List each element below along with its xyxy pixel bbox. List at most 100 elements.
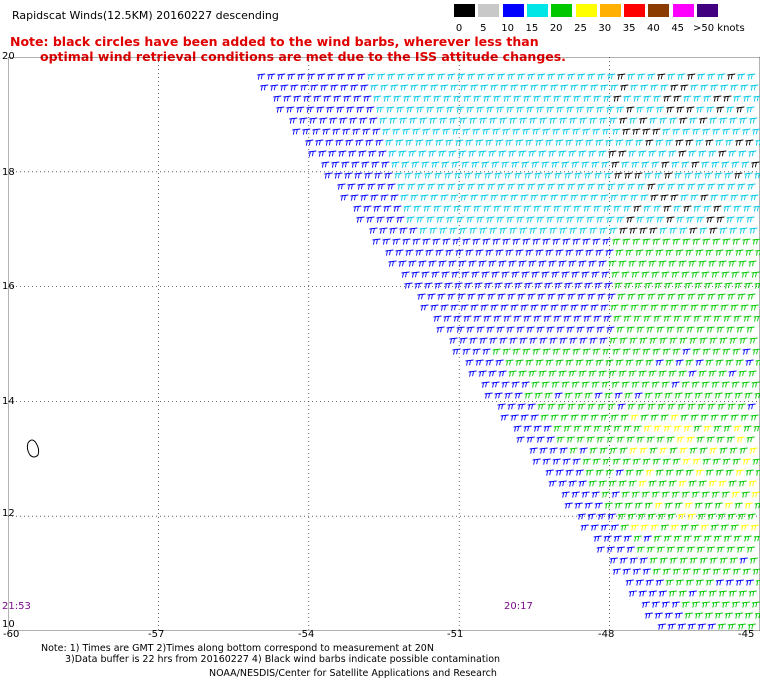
- wind-barb: [636, 216, 645, 223]
- wind-barb: [379, 227, 388, 234]
- wind-barb: [686, 436, 695, 443]
- wind-barb: [736, 216, 745, 223]
- wind-barb: [554, 282, 563, 289]
- wind-barb: [675, 579, 684, 586]
- wind-barb: [750, 304, 759, 311]
- wind-barb: [585, 249, 594, 256]
- wind-barb: [689, 227, 698, 234]
- wind-barb: [646, 436, 655, 443]
- wind-barb: [336, 106, 345, 113]
- wind-barb: [612, 458, 621, 465]
- wind-barb: [463, 95, 472, 102]
- wind-barb: [667, 73, 676, 80]
- wind-barb: [329, 117, 338, 124]
- wind-barb: [706, 546, 715, 553]
- wind-barb: [553, 95, 562, 102]
- lat-lon-grid: [8, 57, 760, 631]
- wind-barb: [610, 194, 619, 201]
- wind-barb: [477, 183, 486, 190]
- wind-barb: [747, 73, 756, 80]
- wind-barb: [422, 238, 431, 245]
- wind-barb: [429, 227, 438, 234]
- wind-barb: [659, 227, 668, 234]
- wind-barb: [572, 238, 581, 245]
- wind-barb: [730, 304, 739, 311]
- wind-barb: [681, 381, 690, 388]
- lon-label-54: -54: [298, 629, 315, 640]
- wind-barb: [352, 128, 361, 135]
- wind-barb: [596, 326, 605, 333]
- wind-barb: [515, 249, 524, 256]
- wind-barb: [522, 128, 531, 135]
- wind-barb: [656, 216, 665, 223]
- wind-barb: [539, 227, 548, 234]
- wind-barb: [367, 73, 376, 80]
- wind-barb: [398, 260, 407, 267]
- wind-barb: [609, 227, 618, 234]
- wind-barb: [738, 260, 747, 267]
- wind-barb: [617, 183, 626, 190]
- wind-barb: [412, 128, 421, 135]
- wind-barb: [459, 337, 468, 344]
- scale-swatch: [575, 4, 597, 17]
- wind-barb: [292, 128, 301, 135]
- wind-barb: [694, 392, 703, 399]
- wind-barb: [702, 238, 711, 245]
- wind-barb: [600, 194, 609, 201]
- wind-barb: [643, 315, 652, 322]
- wind-barb: [530, 304, 539, 311]
- wind-barb: [576, 216, 585, 223]
- wind-barb: [470, 84, 479, 91]
- lat-label-16: 16: [2, 281, 15, 292]
- wind-barb: [588, 480, 597, 487]
- wind-barb: [525, 139, 534, 146]
- wind-barb: [491, 271, 500, 278]
- wind-barb: [540, 304, 549, 311]
- wind-barb: [662, 568, 671, 575]
- wind-barb: [582, 128, 591, 135]
- wind-barb: [580, 304, 589, 311]
- wind-barb: [349, 117, 358, 124]
- wind-barb: [529, 337, 538, 344]
- wind-barb: [739, 117, 748, 124]
- wind-barb: [682, 348, 691, 355]
- wind-barb: [641, 161, 650, 168]
- wind-barb: [715, 249, 724, 256]
- wind-barb: [749, 117, 758, 124]
- wind-barb: [517, 403, 526, 410]
- wind-barb: [638, 260, 647, 267]
- wind-barb: [650, 524, 659, 531]
- wind-barb: [515, 139, 524, 146]
- wind-barb: [616, 546, 625, 553]
- wind-barb: [558, 480, 567, 487]
- wind-barb: [632, 238, 641, 245]
- wind-barb: [520, 414, 529, 421]
- wind-barb: [419, 227, 428, 234]
- wind-barb: [646, 546, 655, 553]
- wind-barb: [666, 326, 675, 333]
- scale-swatch: [454, 4, 475, 17]
- wind-barb: [690, 84, 699, 91]
- wind-barb: [755, 359, 760, 366]
- wind-barb: [634, 282, 643, 289]
- wind-barb: [464, 172, 473, 179]
- wind-barb: [573, 425, 582, 432]
- wind-barb: [332, 128, 341, 135]
- wind-barb: [680, 304, 689, 311]
- wind-barb: [599, 117, 608, 124]
- wind-barb: [695, 249, 704, 256]
- wind-barb: [501, 381, 510, 388]
- wind-barb: [576, 436, 585, 443]
- wind-barb: [422, 128, 431, 135]
- wind-barb: [592, 348, 601, 355]
- wind-barb: [748, 590, 757, 597]
- wind-barb: [722, 348, 731, 355]
- wind-barb: [651, 491, 660, 498]
- wind-barb: [681, 601, 690, 608]
- wind-barb: [639, 557, 648, 564]
- wind-barb: [631, 271, 640, 278]
- wind-barb: [393, 205, 402, 212]
- wind-barb: [503, 95, 512, 102]
- wind-barb: [468, 370, 477, 377]
- wind-barb: [343, 95, 352, 102]
